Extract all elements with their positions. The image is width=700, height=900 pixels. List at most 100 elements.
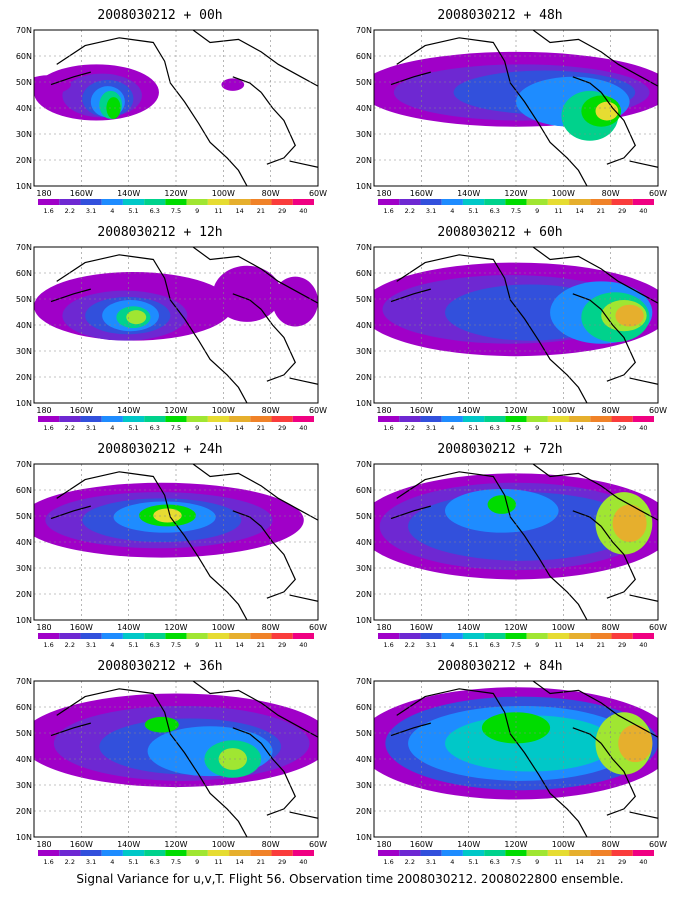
- coastline: [50, 288, 91, 303]
- colorbar-swatch: [420, 199, 442, 205]
- colorbar-label: 6.3: [490, 858, 500, 866]
- lat-tick-label: 40N: [356, 104, 372, 113]
- colorbar-swatch: [378, 416, 400, 422]
- lon-tick-label: 140W: [457, 406, 480, 415]
- lon-tick-label: 180: [36, 406, 51, 415]
- colorbar-swatch: [271, 633, 293, 639]
- colorbar-swatch: [186, 416, 208, 422]
- lon-tick-label: 80W: [262, 840, 280, 849]
- colorbar-swatch: [462, 633, 485, 639]
- colorbar-swatch: [611, 416, 633, 422]
- coastline: [192, 30, 318, 87]
- colorbar-label: 2.2: [405, 424, 415, 432]
- colorbar-swatch: [462, 416, 485, 422]
- colorbar-swatch: [590, 199, 612, 205]
- lon-tick-label: 180: [36, 840, 51, 849]
- lat-tick-label: 50N: [16, 295, 32, 304]
- lat-tick-label: 70N: [16, 26, 32, 35]
- coastline: [532, 30, 658, 87]
- lon-tick-label: 160W: [70, 623, 93, 632]
- colorbar-swatch: [505, 633, 527, 639]
- colorbar-label: 21: [257, 641, 265, 649]
- lat-tick-label: 40N: [356, 321, 372, 330]
- lon-tick-label: 100W: [212, 840, 235, 849]
- lat-tick-label: 10N: [356, 616, 372, 625]
- colorbar-label: 40: [299, 207, 307, 215]
- colorbar-label: 4: [450, 641, 454, 649]
- colorbar-swatch: [590, 850, 612, 856]
- coastline: [289, 377, 318, 385]
- colorbar-swatch: [271, 850, 293, 856]
- coastline: [532, 247, 658, 304]
- colorbar-label: 14: [576, 858, 584, 866]
- colorbar-swatch: [632, 633, 654, 639]
- colorbar-label: 7.5: [171, 207, 181, 215]
- colorbar-swatch: [186, 199, 208, 205]
- lon-tick-label: 140W: [457, 623, 480, 632]
- lat-tick-label: 10N: [16, 182, 32, 191]
- colorbar-label: 3.1: [426, 858, 436, 866]
- lat-tick-label: 40N: [16, 104, 32, 113]
- coastline: [629, 811, 658, 819]
- lat-tick-label: 20N: [16, 373, 32, 382]
- coastline: [532, 464, 658, 521]
- lon-tick-label: 120W: [164, 406, 187, 415]
- colorbar-label: 5.1: [468, 858, 478, 866]
- coastline: [260, 526, 296, 599]
- coastline: [390, 71, 431, 86]
- colorbar-swatch: [590, 633, 612, 639]
- colorbar-swatch: [569, 633, 591, 639]
- colorbar-swatch: [207, 199, 230, 205]
- colorbar-swatch: [569, 416, 591, 422]
- colorbar-swatch: [80, 416, 102, 422]
- colorbar-label: 1.6: [43, 858, 53, 866]
- lon-tick-label: 80W: [602, 406, 620, 415]
- colorbar-label: 2.2: [65, 641, 75, 649]
- variance-contour: [218, 748, 247, 770]
- colorbar-swatch: [399, 850, 421, 856]
- colorbar-swatch: [462, 850, 485, 856]
- colorbar-label: 4: [110, 858, 114, 866]
- lon-tick-label: 120W: [504, 840, 527, 849]
- lat-tick-label: 50N: [16, 78, 32, 87]
- coastline: [629, 377, 658, 385]
- lat-tick-label: 10N: [356, 399, 372, 408]
- coastline: [532, 681, 658, 738]
- lat-tick-label: 30N: [356, 130, 372, 139]
- colorbar-label: 1.6: [383, 207, 393, 215]
- colorbar-label: 6.3: [150, 207, 160, 215]
- lat-tick-label: 60N: [356, 52, 372, 61]
- colorbar-label: 5.1: [468, 207, 478, 215]
- lat-tick-label: 10N: [356, 182, 372, 191]
- colorbar-label: 40: [299, 641, 307, 649]
- coastline: [600, 309, 636, 382]
- map-panel: 2008030212 + 84h 70N 60N 50N 40N 30N 20N 10N 180…: [350, 659, 667, 867]
- coastline: [390, 505, 431, 520]
- coastline: [192, 681, 318, 738]
- colorbar-swatch: [144, 850, 166, 856]
- colorbar-label: 40: [639, 207, 647, 215]
- colorbar-label: 29: [618, 641, 626, 649]
- colorbar-label: 2.2: [65, 424, 75, 432]
- colorbar-swatch: [462, 199, 485, 205]
- lon-tick-label: 180: [376, 623, 391, 632]
- colorbar-label: 21: [257, 207, 265, 215]
- colorbar-label: 29: [618, 858, 626, 866]
- lon-tick-label: 160W: [70, 406, 93, 415]
- lon-tick-label: 140W: [457, 189, 480, 198]
- colorbar-label: 1.6: [383, 858, 393, 866]
- colorbar-label: 3.1: [86, 424, 96, 432]
- colorbar-swatch: [229, 199, 251, 205]
- colorbar-label: 11: [214, 858, 222, 866]
- lon-tick-label: 80W: [602, 623, 620, 632]
- colorbar-label: 1.6: [43, 207, 53, 215]
- colorbar-label: 5.1: [128, 207, 138, 215]
- colorbar-swatch: [38, 633, 60, 639]
- colorbar-swatch: [38, 416, 60, 422]
- panel-title: 2008030212 + 48h: [437, 8, 563, 23]
- colorbar-label: 9: [535, 641, 539, 649]
- colorbar-label: 7.5: [511, 641, 521, 649]
- colorbar-swatch: [186, 633, 208, 639]
- lon-tick-label: 160W: [410, 189, 433, 198]
- colorbar-label: 6.3: [150, 858, 160, 866]
